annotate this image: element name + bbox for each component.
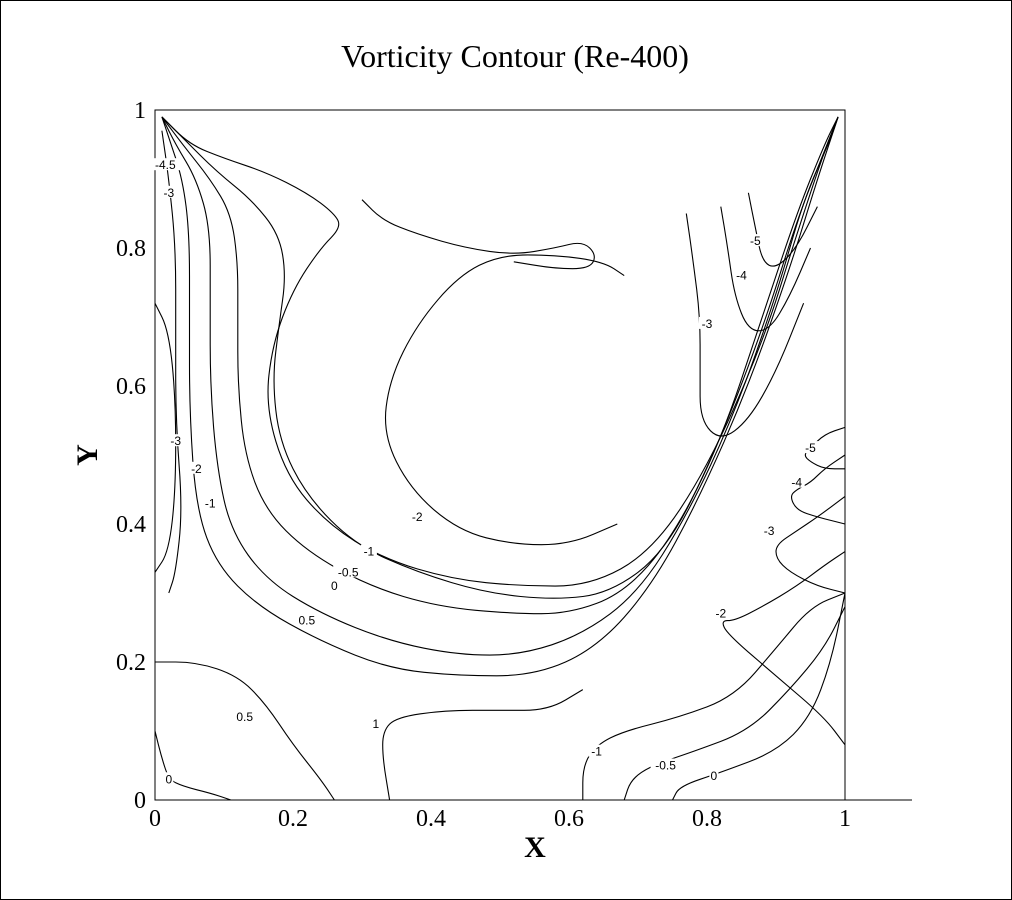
contour-line-7 — [154, 302, 177, 573]
contour-label-bg — [650, 758, 681, 771]
contour-line-1 — [161, 116, 839, 587]
contour-label-bg — [202, 496, 219, 509]
contour-label-4: -1 — [205, 496, 216, 510]
contour-label-bg — [150, 158, 181, 171]
contour-label-3: -2 — [191, 462, 202, 476]
contour-line-2 — [161, 116, 839, 599]
y-ticks: 0 0.2 0.4 0.6 0.8 1 — [116, 98, 146, 814]
y-tick-label: 1 — [134, 98, 146, 124]
contour-label-7: -0.5 — [338, 565, 359, 579]
contour-label-bg — [761, 523, 778, 536]
contour-label-bg — [409, 510, 426, 523]
contour-label-bg — [164, 772, 174, 785]
contour-line-19 — [155, 661, 335, 801]
contour-line-5 — [161, 116, 839, 677]
contour-label-bg — [160, 185, 177, 198]
contour-label-bg — [709, 768, 719, 781]
y-tick-label: 0 — [134, 788, 146, 814]
contour-line-0 — [384, 254, 625, 546]
contour-label-6: -1 — [364, 545, 375, 559]
contour-label-bg — [733, 268, 750, 281]
contour-line-4 — [161, 116, 839, 656]
contour-label-bg — [788, 475, 805, 488]
y-tick-label: 0.4 — [116, 512, 146, 538]
contour-label-5: -2 — [412, 510, 423, 524]
contour-line-13 — [791, 454, 846, 525]
contour-line-10 — [720, 206, 812, 332]
contour-line-17 — [623, 606, 846, 801]
contour-line-16 — [582, 592, 846, 800]
contour-label-14: -4 — [736, 269, 747, 283]
contour-label-bg — [360, 544, 377, 557]
contour-label-9: 0.5 — [298, 614, 315, 628]
contour-label-0: -4.5 — [155, 158, 176, 172]
x-tick-label: 0.8 — [692, 806, 722, 832]
contour-label-21: -0.5 — [655, 759, 676, 773]
contour-label-8: 0 — [331, 579, 338, 593]
contour-line-14 — [775, 495, 846, 594]
contour-label-11: 1 — [372, 717, 379, 731]
x-tick-label: 0.4 — [416, 806, 446, 832]
x-tick-label: 0.6 — [554, 806, 584, 832]
contour-label-bg — [188, 461, 205, 474]
contour-line-21 — [154, 730, 232, 801]
contour-label-bg — [712, 606, 729, 619]
contour-line-18 — [672, 592, 846, 801]
contour-label-20: -1 — [591, 745, 602, 759]
contour-label-12: 0 — [165, 772, 172, 786]
contour-label-bg — [167, 434, 184, 447]
contour-label-22: 0 — [711, 769, 718, 783]
contour-label-bg — [333, 565, 364, 578]
contour-label-17: -4 — [791, 476, 802, 490]
contour-label-19: -2 — [715, 607, 726, 621]
contour-line-11 — [747, 192, 818, 267]
contour-label-bg — [699, 316, 715, 329]
chart-title: Vorticity Contour (Re-400) — [341, 38, 689, 74]
x-axis-label: X — [524, 831, 546, 864]
contour-label-bg — [802, 441, 819, 454]
contour-label-bg — [747, 234, 764, 247]
y-tick-label: 0.2 — [116, 650, 146, 676]
contour-label-bg — [588, 744, 605, 757]
contour-line-9 — [685, 213, 805, 437]
contour-line-8 — [361, 199, 595, 270]
contour-label-1: -3 — [163, 186, 174, 200]
contour-label-16: -5 — [805, 441, 816, 455]
y-tick-label: 0.6 — [116, 374, 146, 400]
x-tick-label: 1 — [839, 806, 851, 832]
contour-label-18: -3 — [764, 524, 775, 538]
contour-label-13: -5 — [750, 234, 761, 248]
contour-labels: -4.5-3-3-2-1-2-1-0.500.50.5 10-5-4-3-5-4-… — [150, 158, 819, 786]
contour-label-bg — [295, 613, 319, 626]
contour-label-bg — [371, 717, 381, 730]
contour-label-2: -3 — [170, 434, 181, 448]
contour-lines — [154, 116, 846, 801]
y-tick-label: 0.8 — [116, 236, 146, 262]
x-tick-label: 0.2 — [278, 806, 308, 832]
contour-label-bg — [233, 710, 257, 723]
contour-label-bg — [329, 579, 339, 592]
contour-line-20 — [382, 689, 584, 801]
x-tick-label: 0 — [149, 806, 161, 832]
contour-line-6 — [161, 130, 182, 594]
x-ticks: 0 0.2 0.4 0.6 0.8 1 — [149, 806, 851, 832]
contour-label-15: -3 — [702, 317, 713, 331]
contour-label-10: 0.5 — [236, 710, 253, 724]
y-axis-label: Y — [71, 444, 104, 466]
contour-line-3 — [161, 116, 839, 615]
contour-line-15 — [722, 551, 846, 746]
